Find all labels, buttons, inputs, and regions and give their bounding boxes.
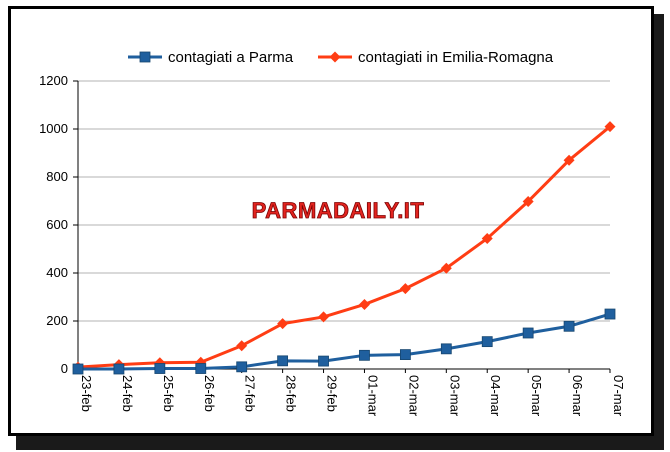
legend: contagiati a Parma contagiati in Emilia-R… — [128, 49, 554, 66]
data-point-parma — [236, 361, 248, 373]
data-point-emilia-romagna — [522, 195, 534, 207]
data-point-emilia-romagna — [277, 318, 289, 330]
data-point-parma — [359, 349, 370, 361]
data-point-emilia-romagna — [604, 121, 616, 133]
x-tick-label: 02-mar — [406, 375, 421, 417]
y-axis-ticks: 0 200 400 600 800 1000 1200 — [39, 73, 78, 376]
data-point-parma — [154, 363, 166, 374]
data-point-emilia-romagna — [440, 262, 452, 274]
data-point-parma — [113, 363, 125, 375]
data-point-parma — [399, 349, 411, 361]
data-point-parma — [522, 327, 534, 339]
y-tick-label: 0 — [61, 361, 68, 376]
legend-marker — [329, 51, 341, 63]
data-point-parma — [72, 363, 84, 375]
x-axis-ticks: 23-feb 24-feb 25-feb 26-feb 27-feb 28-feb 29-f… — [77, 369, 626, 417]
series-line-emilia-romagna — [77, 125, 611, 369]
y-tick-label: 800 — [46, 169, 68, 184]
x-tick-label: 28-feb — [284, 375, 299, 412]
y-tick-label: 200 — [46, 313, 68, 328]
x-tick-label: 25-feb — [161, 375, 176, 412]
series-line-parma — [78, 312, 611, 371]
x-tick-label: 26-feb — [202, 375, 217, 412]
data-point-emilia-romagna — [318, 311, 330, 323]
series-emilia-romagna — [72, 121, 616, 373]
x-tick-label: 24-feb — [120, 375, 135, 412]
data-point-parma — [277, 355, 289, 367]
y-tick-label: 1000 — [39, 121, 68, 136]
data-point-emilia-romagna — [481, 232, 493, 244]
x-tick-label: 27-feb — [243, 375, 258, 412]
data-point-emilia-romagna — [563, 154, 575, 166]
legend-label: contagiati a Parma — [168, 49, 294, 66]
x-tick-label: 07-mar — [611, 375, 626, 417]
data-point-parma — [604, 308, 616, 320]
x-tick-label: 29-feb — [325, 375, 340, 412]
data-point-parma — [481, 336, 493, 348]
legend-item-emilia-romagna: contagiati in Emilia-Romagna — [318, 49, 554, 66]
legend-item-parma: contagiati a Parma — [128, 49, 294, 66]
x-tick-label: 23-feb — [79, 375, 94, 412]
x-tick-label: 05-mar — [529, 375, 544, 417]
data-point-parma — [318, 355, 329, 367]
x-tick-label: 03-mar — [447, 375, 462, 417]
y-tick-label: 400 — [46, 265, 68, 280]
x-tick-label: 01-mar — [365, 375, 380, 417]
y-tick-label: 600 — [46, 217, 68, 232]
data-point-parma — [563, 320, 575, 332]
series-parma — [72, 308, 616, 375]
legend-label: contagiati in Emilia-Romagna — [358, 49, 554, 66]
legend-marker — [139, 51, 151, 63]
data-point-emilia-romagna — [358, 298, 370, 310]
watermark-text: PARMADAILY.IT — [252, 198, 425, 223]
x-tick-label: 06-mar — [570, 375, 585, 417]
x-tick-label: 04-mar — [488, 375, 503, 417]
series-layer — [72, 121, 616, 375]
gridlines — [78, 80, 610, 322]
data-point-emilia-romagna — [236, 340, 248, 352]
data-point-emilia-romagna — [399, 283, 411, 295]
y-tick-label: 1200 — [39, 73, 68, 88]
data-point-parma — [440, 343, 452, 355]
data-point-parma — [195, 363, 207, 374]
